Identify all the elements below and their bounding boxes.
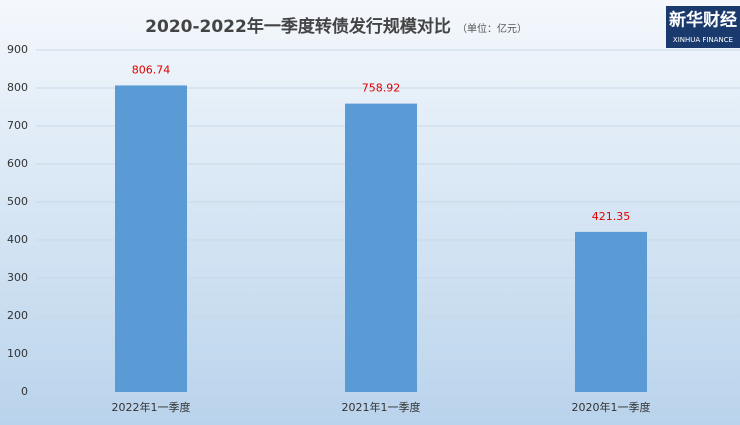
bar: [345, 103, 417, 392]
y-tick-label: 600: [7, 157, 28, 170]
y-tick-label: 700: [7, 119, 28, 132]
y-tick-label: 0: [21, 385, 28, 398]
y-tick-label: 300: [7, 271, 28, 284]
logo-sub: XINHUA FINANCE: [673, 36, 733, 44]
x-tick-label: 2021年1一季度: [342, 400, 421, 414]
value-label: 758.92: [362, 82, 401, 95]
bar: [575, 231, 647, 392]
logo-name: 新华财经: [669, 10, 737, 31]
x-tick-label: 2022年1一季度: [112, 400, 191, 414]
y-tick-label: 500: [7, 195, 28, 208]
y-tick-label: 800: [7, 81, 28, 94]
chart-subtitle: （单位：亿元）: [457, 22, 527, 35]
y-tick-label: 400: [7, 233, 28, 246]
value-label: 806.74: [132, 63, 171, 76]
logo-box: [666, 6, 740, 48]
y-tick-label: 100: [7, 347, 28, 360]
value-label: 421.35: [592, 210, 631, 223]
x-tick-label: 2020年1一季度: [572, 400, 651, 414]
y-tick-label: 900: [7, 43, 28, 56]
bar: [115, 85, 187, 393]
chart-title: 2020-2022年一季度转债发行规模对比: [145, 16, 451, 37]
y-tick-label: 200: [7, 309, 28, 322]
